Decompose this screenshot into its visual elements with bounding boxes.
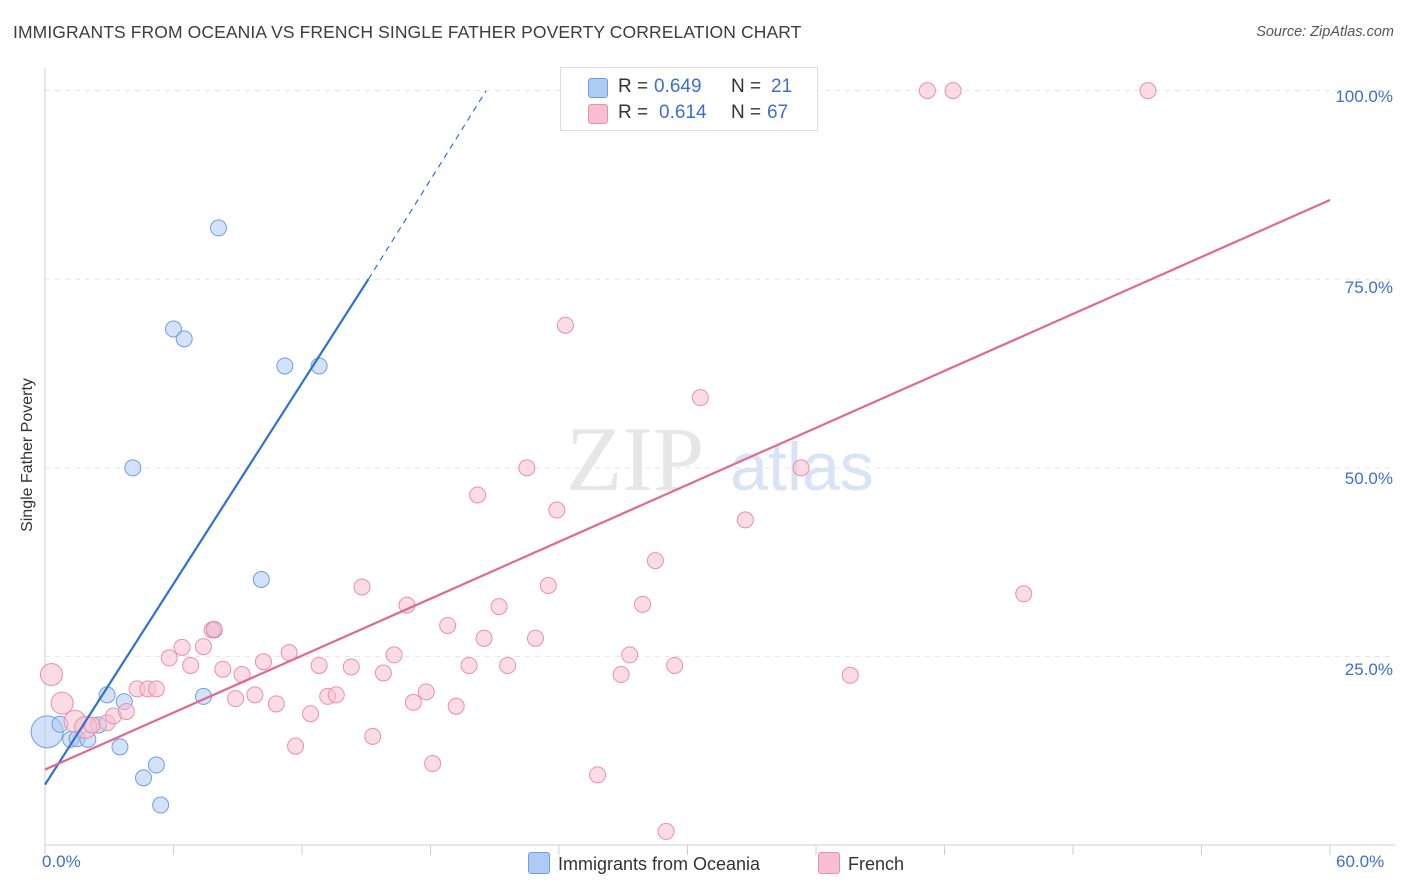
legend-n-value: 21 xyxy=(771,76,793,97)
legend-r-value: 0.614 xyxy=(659,102,707,123)
french-point xyxy=(287,737,305,755)
legend-swatch-pink xyxy=(588,104,608,124)
french-point xyxy=(691,389,709,407)
oceania-point xyxy=(124,459,142,477)
y-axis-label: Single Father Poverty xyxy=(19,378,36,532)
x-tick-label-min: 0.0% xyxy=(42,852,81,871)
legend-label-french: French xyxy=(848,854,905,874)
oceania-point xyxy=(276,357,294,375)
french-point xyxy=(439,616,457,634)
oceania-point xyxy=(135,769,153,787)
oceania-point xyxy=(252,570,270,588)
french-point xyxy=(374,664,392,682)
french-point xyxy=(944,82,962,100)
french-point xyxy=(666,656,684,674)
source-credit: Source: ZipAtlas.com xyxy=(1256,24,1394,40)
french-point xyxy=(310,656,328,674)
french-point xyxy=(657,822,675,840)
french-point xyxy=(302,705,320,723)
oceania-point xyxy=(147,756,165,774)
oceania-point xyxy=(152,796,170,814)
french-point xyxy=(214,660,232,678)
legend-swatch-blue xyxy=(588,78,608,98)
french-trend-line xyxy=(44,199,1331,771)
data-points xyxy=(30,82,1157,840)
french-point xyxy=(39,663,63,687)
french-point xyxy=(621,646,639,664)
french-point xyxy=(417,683,435,701)
french-point xyxy=(254,653,272,671)
legend-n-label: N = xyxy=(731,102,762,123)
french-point xyxy=(1015,585,1033,603)
french-point xyxy=(182,656,200,674)
french-point xyxy=(499,656,517,674)
french-point xyxy=(246,686,264,704)
oceania-trend-line xyxy=(44,278,370,786)
french-point xyxy=(227,690,245,708)
legend-r-value: 0.649 xyxy=(654,76,702,97)
french-point xyxy=(1139,82,1157,100)
french-point xyxy=(518,459,536,477)
french-point xyxy=(646,552,664,570)
legend-swatch-blue xyxy=(528,852,550,874)
french-point xyxy=(490,598,508,616)
oceania-trend-line-extension xyxy=(367,90,487,280)
french-point xyxy=(526,629,544,647)
french-point xyxy=(589,766,607,784)
x-tick-label-max: 60.0% xyxy=(1336,852,1385,871)
french-point xyxy=(160,649,178,667)
legend-n-value: 67 xyxy=(767,102,789,123)
oceania-point xyxy=(175,330,193,348)
french-point xyxy=(469,486,487,504)
french-point xyxy=(364,727,382,745)
french-point xyxy=(918,82,936,100)
y-tick-label-100: 100.0% xyxy=(1335,87,1393,106)
french-point xyxy=(612,666,630,684)
watermark-zip: ZIP xyxy=(566,408,704,510)
oceania-point xyxy=(165,320,182,338)
french-point xyxy=(353,578,371,596)
axes xyxy=(44,68,1395,855)
french-point xyxy=(50,691,74,715)
french-point xyxy=(173,638,191,656)
french-point xyxy=(267,695,285,713)
legend-item-oceania: Immigrants from Oceania xyxy=(528,852,760,875)
y-tick-label-50: 50.0% xyxy=(1344,469,1393,488)
french-point xyxy=(342,658,360,676)
french-point xyxy=(404,693,422,711)
legend-item-french: French xyxy=(818,852,904,875)
french-point xyxy=(194,638,212,656)
y-tick-label-75: 75.0% xyxy=(1344,278,1393,297)
oceania-point xyxy=(111,738,129,756)
french-point xyxy=(539,576,557,594)
legend-r-label: R = xyxy=(618,76,649,97)
french-point xyxy=(792,459,810,477)
french-point xyxy=(736,511,754,529)
oceania-point xyxy=(209,219,227,237)
french-point xyxy=(385,646,403,664)
french-point xyxy=(556,316,574,334)
french-point xyxy=(447,697,465,715)
french-point xyxy=(475,629,493,647)
grid-lines xyxy=(45,90,1395,657)
french-point xyxy=(841,666,859,684)
french-point xyxy=(117,702,135,720)
french-point xyxy=(147,680,165,698)
french-point xyxy=(327,686,345,704)
legend-r-label: R = xyxy=(618,102,649,123)
correlation-legend: R = 0.649 N = 21 R = 0.614 N = 67 xyxy=(560,67,818,131)
legend-n-label: N = xyxy=(731,76,762,97)
trend-lines xyxy=(44,90,1331,786)
french-point xyxy=(460,656,478,674)
legend-label-oceania: Immigrants from Oceania xyxy=(558,854,761,874)
french-point xyxy=(548,501,566,519)
chart-title: IMMIGRANTS FROM OCEANIA VS FRENCH SINGLE… xyxy=(13,22,802,42)
y-tick-label-25: 25.0% xyxy=(1344,660,1393,679)
french-point xyxy=(205,620,223,638)
legend-swatch-pink xyxy=(818,852,840,874)
french-point xyxy=(634,595,652,613)
french-point xyxy=(424,755,442,773)
